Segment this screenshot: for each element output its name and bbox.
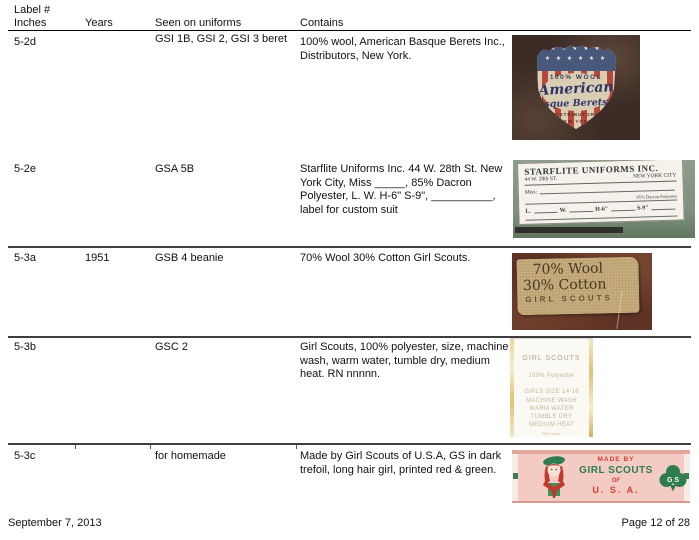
size-w-text: W. <box>559 207 567 214</box>
row-contains: 70% Wool 30% Cotton Girl Scouts. <box>300 252 471 264</box>
shield-brand-script2: Basque Berets INC <box>529 96 623 110</box>
starflite-city-text: NEW YORK CITY <box>632 172 677 180</box>
shield-blue-chief: ★ ★ ★ ★ ★ ★ ★ ★ ★ ★ ★ ★ ★ <box>529 41 623 71</box>
size-h-text: H-6" <box>595 206 609 213</box>
gs-text: G S <box>667 477 679 484</box>
wool-line-text: 70% Wool <box>532 260 604 278</box>
starflite-street-text: 44 W. 28th ST. <box>524 175 558 183</box>
row-seen: for homemade <box>155 450 226 462</box>
starflite-fiber-text: 85% Dacron Polyester <box>524 193 678 205</box>
label-photo-polyester-care: GIRL SCOUTS 100% Polyester GIRLS SIZE 14… <box>510 338 593 437</box>
care-label-line: MEDIUM HEAT <box>529 422 574 428</box>
blank-line <box>533 207 558 214</box>
size-l-text: L. <box>525 208 531 215</box>
shield-inc-text: INC <box>610 100 622 107</box>
green-tick <box>684 473 689 479</box>
column-header-seen: Seen on uniforms <box>155 17 242 29</box>
of-text: OF <box>611 477 621 484</box>
shield-city-text: NEW YORK <box>559 119 593 124</box>
care-label-line: MACHINE WASH <box>526 398 577 404</box>
shield-wool-text: 100% WOOL <box>549 74 603 81</box>
column-tick <box>150 445 151 449</box>
stain-edge <box>510 339 514 437</box>
blank-line <box>569 206 594 213</box>
row-divider <box>8 336 691 338</box>
stars-row: ★ ★ ★ ★ ★ ★ <box>544 56 608 62</box>
row-contains: 100% wool, American Basque Berets Inc., … <box>300 36 505 62</box>
wool-cotton-label: 70% Wool 30% Cotton GIRL SCOUTS <box>516 256 640 316</box>
row-divider <box>8 443 691 445</box>
trefoil-icon: G S <box>659 465 687 492</box>
shield-center-patch <box>542 73 610 111</box>
girl-scouts-text: GIRL SCOUTS <box>579 464 653 476</box>
footer-page-number: Page 12 of 28 <box>621 517 690 529</box>
label-photo-wool-cotton: 70% Wool 30% Cotton GIRL SCOUTS <box>512 253 652 330</box>
column-tick <box>75 445 76 449</box>
blank-line <box>525 215 678 221</box>
starflite-sizes-row: L. W. H-6" S-9" <box>525 204 677 215</box>
label-photo-homemade: MADE BY GIRL SCOUTS OF U. S. A. G S <box>512 450 690 503</box>
row-seen: GSB 4 beanie <box>155 252 224 264</box>
label-bottom-edge <box>512 501 690 503</box>
shield-label: ★ ★ ★ ★ ★ ★ ★ ★ ★ ★ ★ ★ ★ 100% WOOL Amer… <box>529 41 623 133</box>
row-seen: GSA 5B <box>155 163 195 175</box>
header-underline <box>8 30 691 31</box>
care-label-line: WARM WATER <box>529 406 574 412</box>
column-header-years: Years <box>85 17 113 29</box>
label-photo-starflite: STARFLITE UNIFORMS INC. 44 W. 28th ST. N… <box>513 160 695 238</box>
blank-line <box>651 204 676 211</box>
row-years: 1951 <box>85 252 110 264</box>
row-divider <box>8 246 691 248</box>
blank-line <box>539 185 675 195</box>
row-label: 5-2e <box>14 163 37 175</box>
size-s-text: S-9" <box>636 205 649 212</box>
girl-scout-illustration <box>543 456 565 498</box>
starflite-label: STARFLITE UNIFORMS INC. 44 W. 28th ST. N… <box>517 160 685 225</box>
row-contains: Made by Girl Scouts of U.S.A, GS in dark… <box>300 450 502 476</box>
care-label-line: RN nnnn <box>542 431 561 436</box>
column-header-label-line1: Label # <box>14 4 51 16</box>
row-label: 5-2d <box>14 36 37 48</box>
care-label-line: GIRL SCOUTS <box>522 355 581 362</box>
footer-date: September 7, 2013 <box>8 517 102 529</box>
blank-line <box>611 205 636 212</box>
label-photo-beret-shield: ★ ★ ★ ★ ★ ★ ★ ★ ★ ★ ★ ★ ★ 100% WOOL Amer… <box>512 35 640 140</box>
column-header-contains: Contains <box>300 17 344 29</box>
column-tick <box>296 445 297 449</box>
stain-edge <box>589 339 593 437</box>
row-label: 5-3a <box>14 252 37 264</box>
row-seen: GSC 2 <box>155 341 189 353</box>
photo-shadow-strip <box>515 227 623 233</box>
homemade-text-block: MADE BY GIRL SCOUTS OF U. S. A. <box>576 456 656 495</box>
care-label-line: GIRLS SIZE 14-16 <box>524 389 579 395</box>
stars-row: ★ ★ ★ ★ ★ ★ ★ <box>539 46 613 52</box>
shield-distributors-text: DISTRIBUTORS <box>553 112 599 117</box>
usa-text: U. S. A. <box>592 484 640 495</box>
row-label: 5-3b <box>14 341 37 353</box>
row-label: 5-3c <box>14 450 36 462</box>
starflite-miss-text: Miss: <box>524 189 538 196</box>
made-by-text: MADE BY <box>597 456 635 463</box>
row-contains: Starflite Uniforms Inc. 44 W. 28th St. N… <box>300 163 503 216</box>
row-contains: Girl Scouts, 100% polyester, size, machi… <box>300 341 509 380</box>
row-seen: GSI 1B, GSI 2, GSI 3 beret <box>155 33 288 45</box>
label-top-edge <box>512 450 690 454</box>
care-label-line: TUMBLE DRY <box>530 414 573 420</box>
column-header-inches: Inches <box>14 17 47 29</box>
care-label-line: 100% Polyester <box>528 373 575 379</box>
green-tick <box>513 473 518 479</box>
